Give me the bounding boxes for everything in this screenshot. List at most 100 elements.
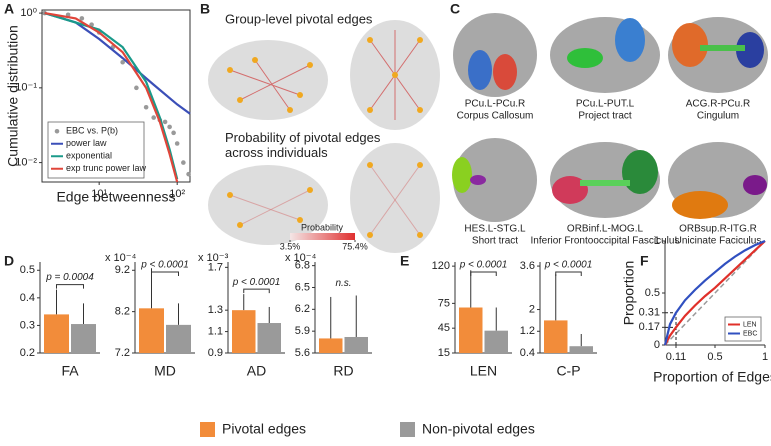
y-tick-label: 75 (438, 297, 450, 309)
y-tick-label: 10⁻¹ (15, 82, 37, 94)
tract-pair: HES.L-STG.L (464, 224, 526, 235)
bar (544, 320, 568, 353)
legend-swatch (200, 422, 215, 437)
tract-images (452, 13, 768, 222)
y-tick-label: 1 (654, 235, 660, 247)
legend-marker (54, 128, 60, 134)
brain-images (208, 20, 440, 253)
legend-label: Pivotal edges (222, 421, 306, 437)
y-tick-label: 1.7 (208, 261, 223, 273)
y-tick-label: 6.8 (295, 260, 310, 272)
data-point (134, 85, 139, 91)
y-tick-label: 1.3 (208, 304, 223, 316)
x-axis-label: Edge betweenness (56, 189, 175, 205)
panel-letter: B (200, 1, 210, 17)
y-tick-label: 0.2 (20, 347, 35, 359)
bar (484, 330, 508, 353)
data-point (181, 160, 186, 165)
tract-name: Cingulum (697, 111, 739, 122)
bar (44, 314, 69, 353)
data-point (162, 119, 168, 125)
bar (232, 310, 256, 353)
x-tick-label: 1 (762, 351, 768, 363)
tract-pair: ACG.R-PCu.R (686, 99, 750, 110)
bar (71, 324, 96, 353)
y-tick-label: 1.2 (520, 325, 535, 337)
y-tick-label: 0.17 (639, 321, 660, 333)
y-tick-label: 0.4 (20, 292, 35, 304)
x-tick-label: 10¹ (91, 188, 107, 200)
legend-label: exponential (66, 151, 112, 161)
legend-label: EBC (743, 330, 757, 337)
y-tick-label: 5.6 (295, 347, 310, 359)
y-tick-label: 0.5 (20, 264, 35, 276)
tract-name: Short tract (472, 236, 518, 247)
y-tick-label: 15 (438, 347, 450, 359)
significance-label: p = 0.0004 (45, 272, 94, 283)
y-tick-label: 0 (654, 339, 660, 351)
x-tick-label: 0.5 (707, 351, 722, 363)
significance-label: p < 0.0001 (459, 260, 508, 271)
x-axis-label: C-P (556, 363, 580, 379)
brain-title: Probability of pivotal edges across indi… (225, 130, 381, 160)
y-tick-label: 10⁻² (15, 156, 37, 168)
y-tick-label: 6.5 (295, 281, 310, 293)
tract-name: Corpus Callosum (457, 111, 534, 122)
y-tick-label: 0.3 (20, 319, 35, 331)
x-axis-label: RD (333, 363, 353, 379)
tract-name: Unicinate Faciculus (675, 236, 762, 247)
bar (139, 308, 164, 353)
data-point (143, 104, 149, 110)
y-tick-label: 10⁰ (20, 7, 37, 19)
y-tick-label: 5.9 (295, 325, 310, 337)
significance-label: p < 0.0001 (140, 260, 189, 271)
y-tick-label: 0.5 (645, 287, 660, 299)
data-line (44, 12, 179, 180)
legend-swatch (400, 422, 415, 437)
legend-label: LEN (743, 321, 757, 328)
x-tick-label: 10² (169, 188, 185, 200)
x-axis-label: LEN (470, 363, 497, 379)
significance-bracket (243, 288, 270, 294)
data-line (664, 240, 766, 346)
tract-pair: PCu.L-PCu.R (465, 99, 526, 110)
y-multiplier: x 10⁻⁴ (105, 252, 137, 264)
y-tick-label: 45 (438, 322, 450, 334)
y-axis-label: Proportion (621, 261, 637, 326)
data-point (89, 22, 94, 27)
panel-letter: A (4, 1, 14, 17)
y-tick-label: 0.4 (520, 347, 535, 359)
data-line (663, 239, 766, 346)
y-tick-label: 120 (432, 260, 450, 272)
tract-pair: ORBsup.R-ITG.R (679, 224, 757, 235)
y-tick-label: 9.2 (115, 264, 130, 276)
significance-label: n.s. (335, 278, 351, 289)
colorbar-tick-label: 3.5% (280, 241, 301, 251)
legend-box (724, 316, 762, 342)
bar (166, 324, 191, 353)
y-multiplier: x 10⁻³ (198, 252, 229, 264)
x-axis-label: FA (61, 363, 79, 379)
data-point (167, 124, 172, 130)
plot-frame (41, 9, 191, 183)
bar (344, 336, 368, 353)
y-multiplier: x 10⁻⁴ (285, 252, 317, 264)
tract-name: Inferior Frontooccipital Fasciculus (531, 236, 680, 247)
data-point (186, 171, 191, 177)
panel-letter: E (400, 253, 409, 269)
data-line (44, 12, 191, 115)
tract-pair: ORBinf.L-MOG.L (567, 224, 644, 235)
colorbar-label: Probability (301, 222, 344, 232)
y-tick-label: 2 (529, 303, 535, 315)
panel-letter: C (450, 1, 460, 17)
y-tick-label: 0.9 (208, 347, 223, 359)
x-tick-label: 0.11 (666, 351, 687, 363)
significance-bracket (470, 271, 497, 276)
legend-label: EBC vs. P(b) (66, 126, 118, 136)
tract-name: Project tract (578, 111, 632, 122)
legend-label: power law (66, 138, 107, 148)
legend-label: Non-pivotal edges (422, 421, 535, 437)
legend-label: exp trunc power law (66, 163, 147, 173)
data-point (174, 141, 180, 146)
